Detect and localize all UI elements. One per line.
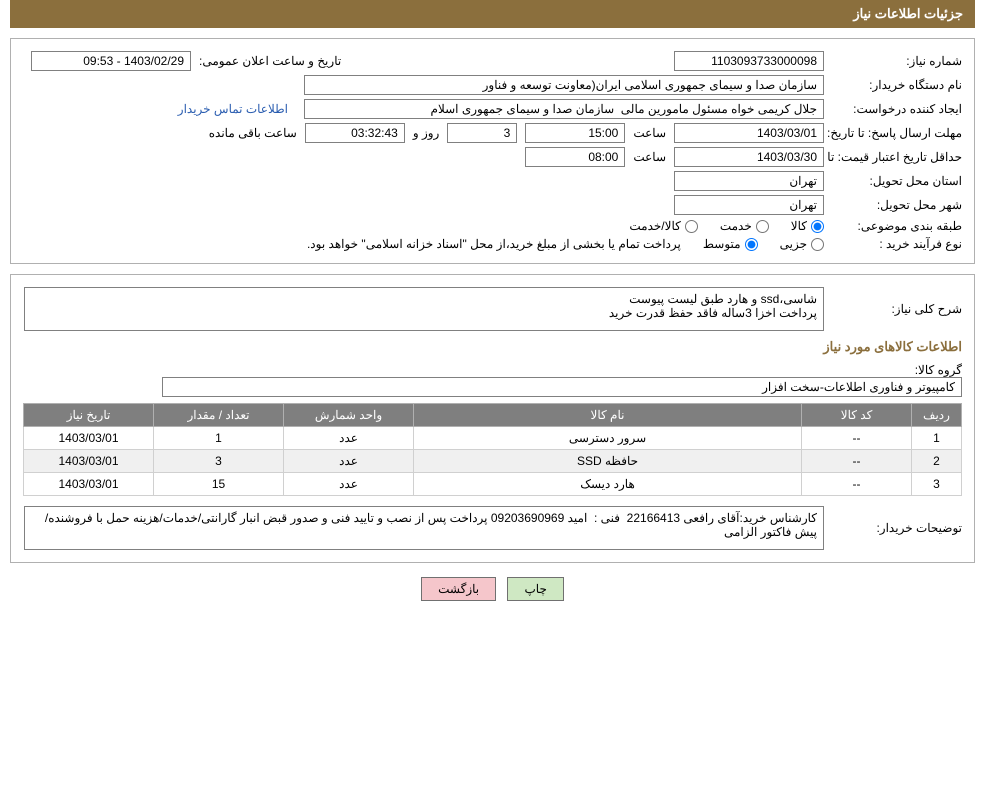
radio-service[interactable] [756, 220, 769, 233]
table-cell: عدد [284, 450, 414, 473]
deadline-hour-field [525, 123, 625, 143]
print-button[interactable]: چاپ [507, 577, 563, 601]
radio-partial-label: جزیی [780, 237, 807, 251]
province-label: استان محل تحویل: [832, 174, 962, 188]
table-cell: 15 [154, 473, 284, 496]
announce-label: تاریخ و ساعت اعلان عمومی: [199, 54, 341, 68]
min-price-label: حداقل تاریخ اعتبار قیمت: تا تاریخ: [832, 150, 962, 164]
need-number-field [674, 51, 824, 71]
detail-header: جزئیات اطلاعات نیاز [10, 0, 975, 28]
table-row: 1--سرور دسترسیعدد11403/03/01 [24, 427, 962, 450]
radio-goods[interactable] [811, 220, 824, 233]
purchase-note: پرداخت تمام یا بخشی از مبلغ خرید،از محل … [307, 237, 681, 251]
col-name: نام کالا [414, 404, 802, 427]
min-price-date-field [674, 147, 824, 167]
table-row: 2--حافظه SSDعدد31403/03/01 [24, 450, 962, 473]
countdown-field [305, 123, 405, 143]
need-info-panel: شماره نیاز: تاریخ و ساعت اعلان عمومی: نا… [10, 38, 975, 264]
purchase-type-label: نوع فرآیند خرید : [832, 237, 962, 251]
table-cell: 1403/03/01 [24, 427, 154, 450]
city-label: شهر محل تحویل: [832, 198, 962, 212]
deadline-date-field [674, 123, 824, 143]
summary-label: شرح کلی نیاز: [832, 302, 962, 316]
col-code: کد کالا [802, 404, 912, 427]
radio-partial[interactable] [811, 238, 824, 251]
radio-both[interactable] [685, 220, 698, 233]
min-price-hour-field [525, 147, 625, 167]
table-cell: -- [802, 473, 912, 496]
button-row: چاپ بازگشت [10, 577, 975, 601]
goods-group-field [162, 377, 962, 397]
table-cell: 1 [154, 427, 284, 450]
table-cell: 2 [912, 450, 962, 473]
table-cell: عدد [284, 427, 414, 450]
deadline-hour-label: ساعت [633, 126, 666, 140]
table-cell: 1403/03/01 [24, 473, 154, 496]
province-field [674, 171, 824, 191]
col-date: تاریخ نیاز [24, 404, 154, 427]
deadline-label: مهلت ارسال پاسخ: تا تاریخ: [832, 126, 962, 140]
summary-text [24, 287, 824, 331]
header-title: جزئیات اطلاعات نیاز [853, 6, 963, 21]
radio-both-label: کالا/خدمت [629, 219, 680, 233]
radio-goods-label: کالا [791, 219, 807, 233]
col-row: ردیف [912, 404, 962, 427]
table-cell: 3 [912, 473, 962, 496]
table-cell: عدد [284, 473, 414, 496]
city-field [674, 195, 824, 215]
goods-section-title: اطلاعات کالاهای مورد نیاز [23, 339, 962, 355]
requester-field [304, 99, 824, 119]
col-unit: واحد شمارش [284, 404, 414, 427]
radio-medium[interactable] [745, 238, 758, 251]
days-remain-field [447, 123, 517, 143]
radio-medium-label: متوسط [703, 237, 741, 251]
table-cell: حافظه SSD [414, 450, 802, 473]
goods-panel: شرح کلی نیاز: اطلاعات کالاهای مورد نیاز … [10, 274, 975, 563]
buyer-notes-label: توضیحات خریدار: [832, 521, 962, 535]
days-and-label: روز و [413, 126, 440, 140]
table-cell: 3 [154, 450, 284, 473]
table-header-row: ردیف کد کالا نام کالا واحد شمارش تعداد /… [24, 404, 962, 427]
requester-label: ایجاد کننده درخواست: [832, 102, 962, 116]
goods-group-label: گروه کالا: [832, 363, 962, 377]
need-number-label: شماره نیاز: [832, 54, 962, 68]
col-qty: تعداد / مقدار [154, 404, 284, 427]
table-cell: 1 [912, 427, 962, 450]
buyer-org-field [304, 75, 824, 95]
radio-service-label: خدمت [720, 219, 752, 233]
table-cell: -- [802, 450, 912, 473]
back-button[interactable]: بازگشت [421, 577, 496, 601]
table-cell: سرور دسترسی [414, 427, 802, 450]
buyer-org-label: نام دستگاه خریدار: [832, 78, 962, 92]
category-label: طبقه بندی موضوعی: [832, 219, 962, 233]
remain-label: ساعت باقی مانده [209, 126, 297, 140]
buyer-notes-text [24, 506, 824, 550]
table-cell: 1403/03/01 [24, 450, 154, 473]
table-cell: هارد دیسک [414, 473, 802, 496]
table-cell: -- [802, 427, 912, 450]
buyer-contact-link[interactable]: اطلاعات تماس خریدار [178, 102, 288, 116]
table-row: 3--هارد دیسکعدد151403/03/01 [24, 473, 962, 496]
min-price-hour-label: ساعت [633, 150, 666, 164]
category-radio-group: کالا خدمت کالا/خدمت [613, 219, 824, 233]
purchase-type-radio-group: جزیی متوسط [687, 237, 824, 251]
goods-table: ردیف کد کالا نام کالا واحد شمارش تعداد /… [23, 403, 962, 496]
announce-field [31, 51, 191, 71]
